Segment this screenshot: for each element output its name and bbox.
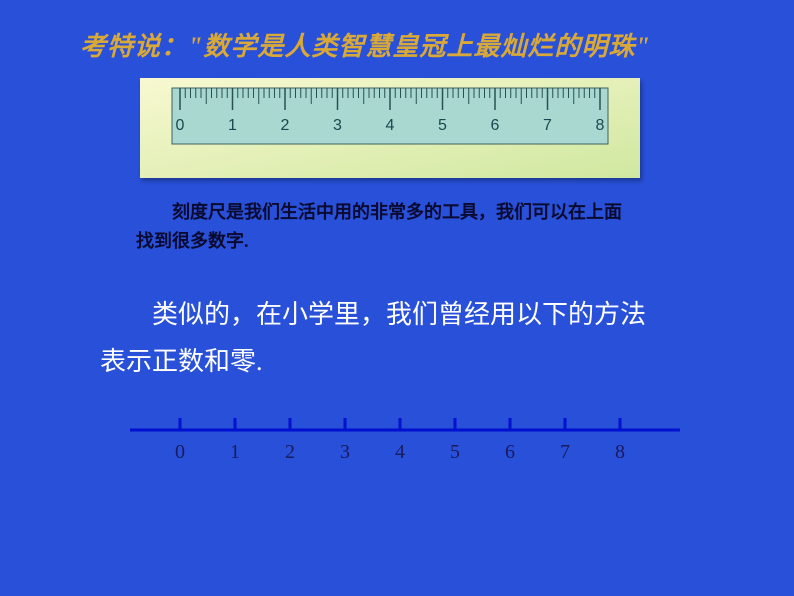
svg-text:8: 8	[596, 117, 605, 134]
svg-text:3: 3	[333, 117, 342, 134]
svg-text:7: 7	[543, 117, 552, 134]
svg-text:1: 1	[230, 441, 240, 463]
ruler-description-text: 刻度尺是我们生活中用的非常多的工具，我们可以在上面 找到很多数字.	[136, 198, 676, 256]
number-line-graphic: 0 1 2 3 4 5 6 7 8	[120, 410, 700, 470]
svg-text:5: 5	[450, 441, 460, 463]
paragraph2-line2: 表示正数和零.	[100, 347, 263, 376]
ruler-image-panel: 0 1 2 3 4 5 6 7 8	[140, 78, 640, 178]
paragraph2-line1: 类似的，在小学里，我们曾经用以下的方法	[152, 300, 646, 329]
ruler-graphic: 0 1 2 3 4 5 6 7 8	[170, 86, 610, 146]
intro-text: 类似的，在小学里，我们曾经用以下的方法 表示正数和零.	[100, 292, 680, 386]
svg-text:6: 6	[491, 117, 500, 134]
svg-text:2: 2	[285, 441, 295, 463]
svg-text:3: 3	[340, 441, 350, 463]
svg-text:2: 2	[281, 117, 290, 134]
svg-text:7: 7	[560, 441, 570, 463]
svg-text:6: 6	[505, 441, 515, 463]
page-title: 考特说："数学是人类智慧皇冠上最灿烂的明珠"	[80, 26, 651, 63]
svg-text:0: 0	[175, 441, 185, 463]
svg-text:0: 0	[176, 117, 185, 134]
paragraph1-line2: 找到很多数字.	[136, 231, 249, 251]
svg-text:1: 1	[228, 117, 237, 134]
svg-text:8: 8	[615, 441, 625, 463]
number-line-panel: 0 1 2 3 4 5 6 7 8	[120, 410, 700, 470]
svg-text:4: 4	[386, 117, 395, 134]
svg-text:4: 4	[395, 441, 405, 463]
paragraph1-line1: 刻度尺是我们生活中用的非常多的工具，我们可以在上面	[172, 202, 622, 222]
svg-text:5: 5	[438, 117, 447, 134]
